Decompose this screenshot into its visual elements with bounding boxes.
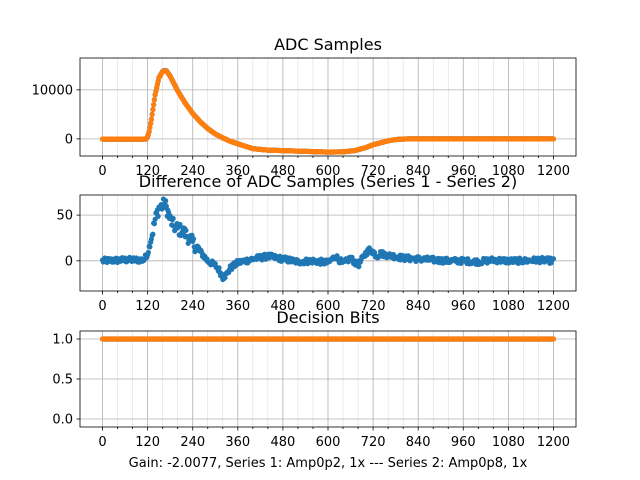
difference-panel: 0 120 240 360 480 600 720 840 960 1080 1200 0 50 Dif… (56, 172, 577, 314)
decision-bits-y-tick-label: 1.0 (52, 333, 73, 348)
decision-bits-x-tick-label: 1080 (492, 435, 525, 450)
difference-point (163, 198, 169, 204)
difference-x-tick-label: 360 (225, 299, 250, 314)
adc-samples-point (146, 129, 152, 135)
adc-samples-point (147, 124, 153, 131)
difference-x-tick-label: 120 (135, 299, 160, 314)
difference-point (151, 221, 157, 227)
difference-point (190, 236, 197, 242)
decision-bits-series-2 (99, 336, 557, 342)
adc-samples-x-tick-label: 240 (180, 164, 205, 179)
adc-samples-y-tick-label: 10000 (32, 83, 73, 98)
decision-bits-x-tick-label: 240 (180, 435, 205, 450)
adc-samples-point (550, 136, 557, 142)
adc-samples-point (151, 97, 157, 103)
decision-bits-x-tick-label: 360 (225, 435, 250, 450)
difference-ticks: 0 120 240 360 480 600 720 840 960 1080 1200 0 50 (56, 209, 570, 314)
difference-point (170, 215, 176, 222)
adc-samples-marks (99, 67, 557, 155)
adc-samples-ticks: 0 120 240 360 480 600 720 840 960 1080 1200 0 10000 (32, 83, 570, 179)
adc-samples-point (148, 120, 154, 127)
difference-x-tick-label: 1080 (492, 299, 525, 314)
decision-bits-x-tick-label: 840 (406, 435, 431, 450)
decision-bits-x-tick-label: 1200 (537, 435, 570, 450)
difference-x-tick-label: 1200 (537, 299, 570, 314)
difference-point (371, 250, 378, 256)
difference-title: Difference of ADC Samples (Series 1 - Se… (139, 172, 517, 191)
decision-bits-marks (99, 336, 557, 342)
adc-samples-panel: 0 120 240 360 480 600 720 840 960 1080 1200010000 … (32, 35, 577, 179)
difference-point (183, 227, 189, 234)
difference-point (222, 275, 228, 281)
adc-samples-x-tick-label: 600 (316, 164, 341, 179)
difference-x-tick-label: 600 (316, 299, 341, 314)
difference-x-tick-label: 240 (180, 299, 205, 314)
difference-point (155, 213, 161, 219)
difference-x-tick-label: 840 (406, 299, 431, 314)
adc-samples-x-tick-label: 840 (406, 164, 431, 179)
adc-samples-y-tick-label: 0 (65, 132, 73, 147)
decision-bits-x-tick-label: 720 (361, 435, 386, 450)
decision-bits-y-tick-label: 0.0 (52, 413, 73, 428)
difference-x-tick-label: 480 (270, 299, 295, 314)
decision-bits-point (550, 336, 557, 342)
adc-samples-title: ADC Samples (274, 35, 382, 54)
adc-samples-point (149, 111, 155, 118)
difference-y-tick-label: 50 (56, 209, 73, 224)
decision-bits-panel: 0 120 240 360 480 600 720 840 960 1080 1200 0.0 0.5 1… (52, 308, 577, 451)
adc-samples-point (148, 116, 154, 123)
decision-bits-ticks: 0 120 240 360 480 600 720 840 960 1080 1200 0.0 0.5 1… (52, 333, 570, 451)
difference-point (147, 244, 153, 250)
adc-samples-point (150, 107, 156, 113)
decision-bits-y-tick-label: 0.5 (52, 373, 73, 388)
difference-point (145, 249, 151, 256)
adc-samples-x-tick-label: 480 (270, 164, 295, 179)
adc-samples-x-tick-label: 360 (225, 164, 250, 179)
difference-marks (99, 196, 557, 283)
difference-point (216, 265, 222, 271)
adc-samples-series-2 (99, 68, 557, 155)
decision-bits-x-tick-label: 120 (135, 435, 160, 450)
adc-samples-x-tick-label: 120 (135, 164, 160, 179)
difference-y-tick-label: 0 (65, 254, 73, 269)
adc-samples-x-tick-label: 1200 (537, 164, 570, 179)
difference-series-1 (99, 196, 557, 283)
decision-bits-x-tick-label: 480 (270, 435, 295, 450)
figure-xlabel: Gain: -2.0077, Series 1: Amp0p2, 1x --- … (129, 456, 528, 471)
difference-x-tick-label: 0 (98, 299, 106, 314)
difference-x-tick-label: 720 (361, 299, 386, 314)
adc-samples-x-tick-label: 720 (361, 164, 386, 179)
difference-point (177, 221, 183, 227)
decision-bits-x-tick-label: 600 (316, 435, 341, 450)
decision-bits-title: Decision Bits (276, 308, 379, 327)
adc-samples-x-tick-label: 0 (98, 164, 106, 179)
difference-x-tick-label: 960 (451, 299, 476, 314)
decision-bits-x-tick-label: 960 (451, 435, 476, 450)
adc-samples-x-tick-label: 1080 (492, 164, 525, 179)
decision-bits-x-tick-label: 0 (98, 435, 106, 450)
difference-point (550, 256, 557, 262)
difference-point (150, 231, 156, 237)
adc-samples-point (151, 102, 157, 108)
difference-point (163, 203, 170, 209)
difference-point (356, 264, 362, 270)
adc-samples-x-tick-label: 960 (451, 164, 476, 179)
